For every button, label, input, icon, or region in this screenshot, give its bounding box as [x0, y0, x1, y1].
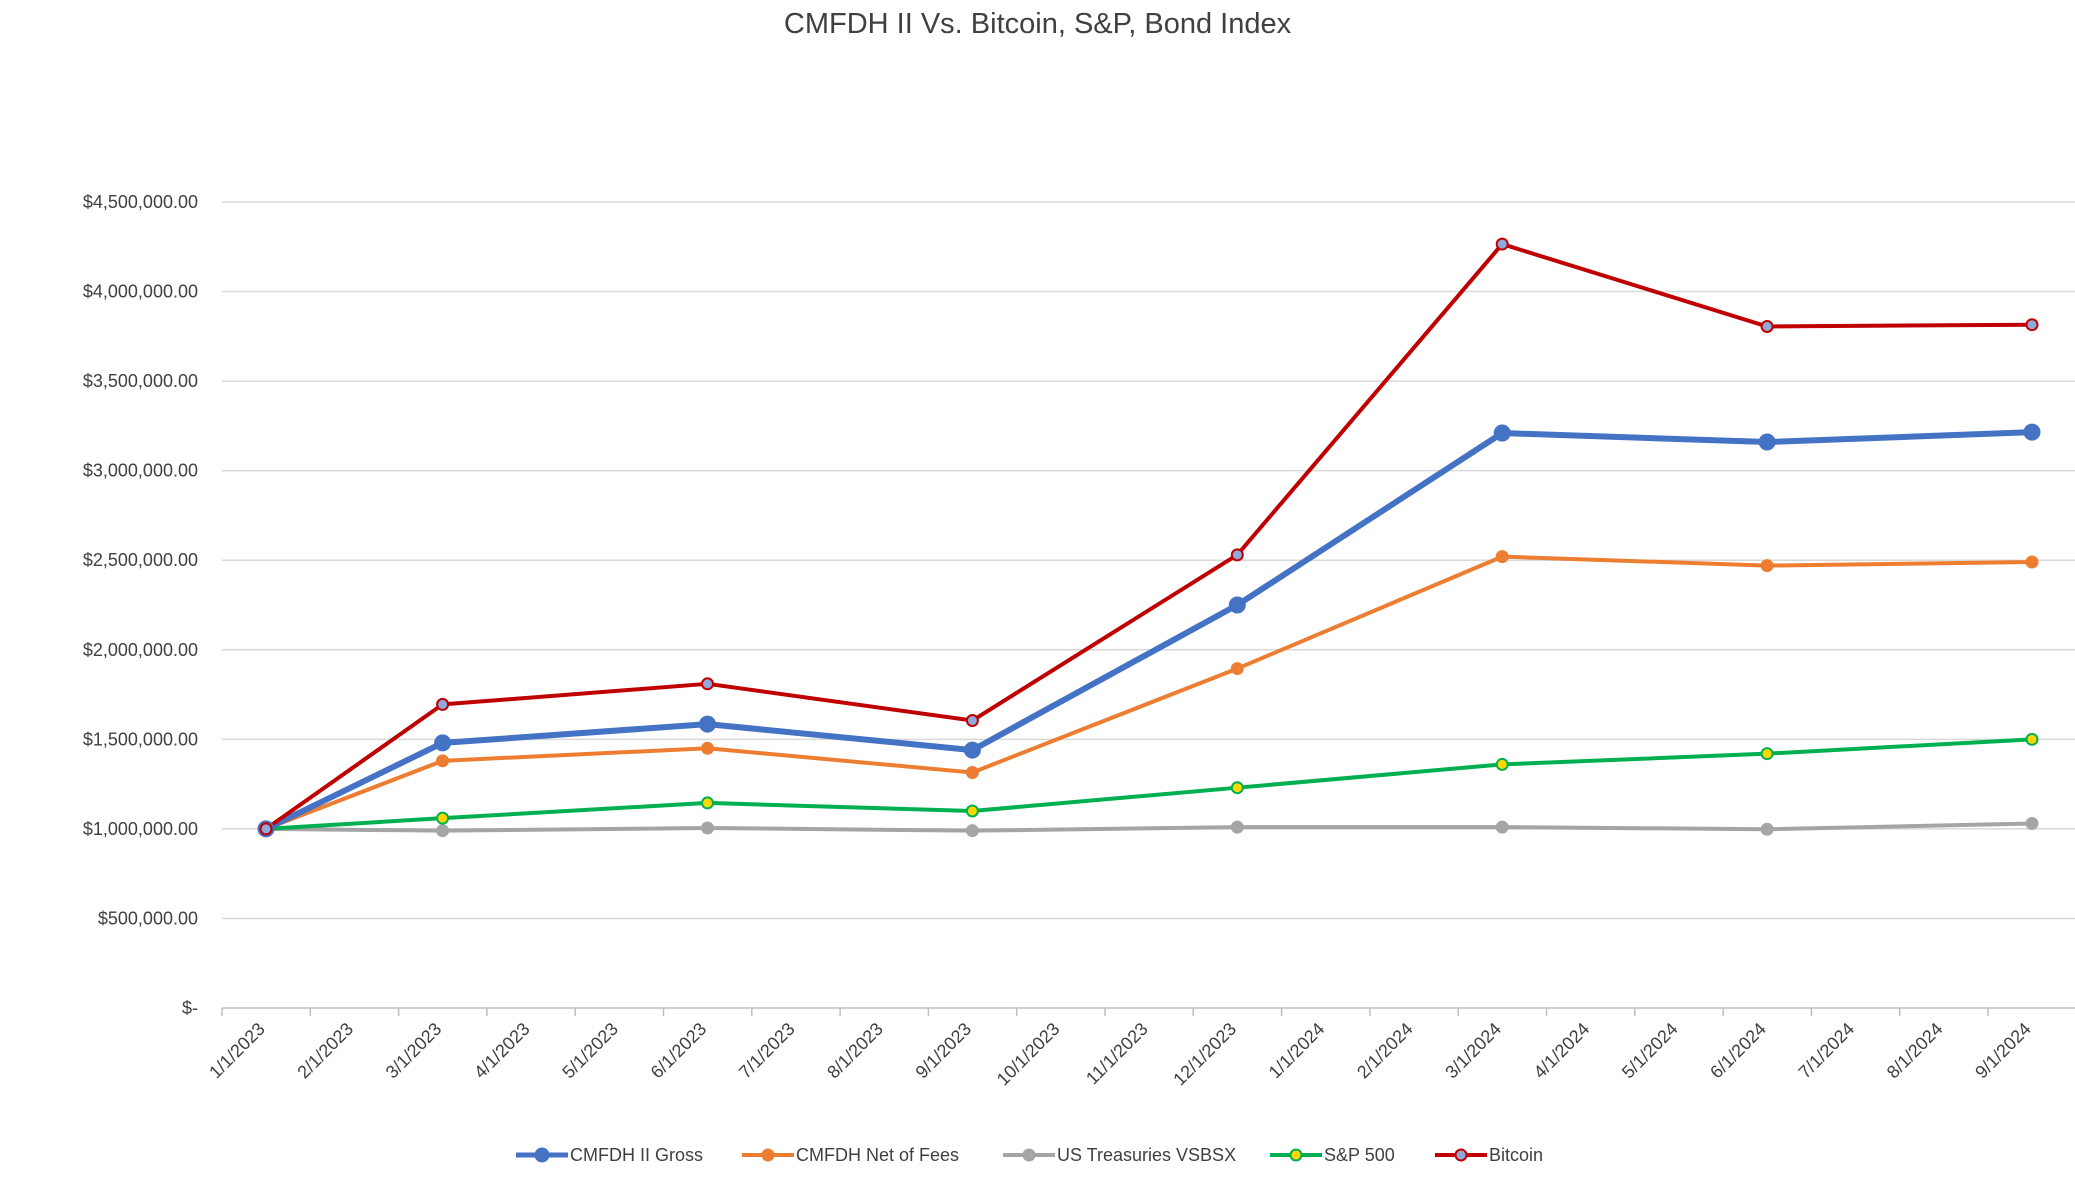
chart-title: CMFDH II Vs. Bitcoin, S&P, Bond Index [783, 8, 1292, 40]
point-cmfdh-net-of-fees-3-1-2024 [1495, 550, 1509, 564]
point-bitcoin-9-1-2023 [965, 714, 979, 728]
legend-label: CMFDH II Gross [570, 1145, 703, 1165]
x-tick-label-6-1-2024: 6/1/2024 [1706, 1019, 1770, 1083]
point-s-p-500-6-1-2023 [701, 796, 714, 810]
point-bitcoin-6-1-2023 [701, 677, 714, 691]
legend-label: CMFDH Net of Fees [796, 1145, 959, 1165]
y-tick-label-0: $- [182, 998, 198, 1018]
series-line-us-treasuries-vsbsx [264, 821, 2034, 833]
legend-swatch-marker [1289, 1148, 1303, 1162]
point-s-p-500-12-1-2023 [1230, 781, 1244, 795]
x-tick-label-1-1-2023: 1/1/2023 [205, 1019, 269, 1083]
legend-swatch-marker [761, 1148, 775, 1162]
legend-swatch-marker [534, 1147, 550, 1163]
y-tick-label-2500000: $2,500,000.00 [83, 550, 198, 570]
x-tick-label-7-1-2024: 7/1/2024 [1795, 1019, 1859, 1083]
point-us-treasuries-vsbsx-3-1-2024 [1495, 820, 1509, 834]
legend-label: S&P 500 [1324, 1145, 1395, 1165]
point-cmfdh-ii-gross-12-1-2023 [1228, 596, 1246, 614]
y-tick-label-4000000: $4,000,000.00 [83, 282, 198, 302]
x-tick-label-11-1-2023: 11/1/2023 [1082, 1019, 1152, 1089]
series-line-s-p-500 [264, 737, 2034, 831]
point-cmfdh-net-of-fees-6-1-2023 [701, 741, 714, 755]
point-cmfdh-ii-gross-3-1-2023 [434, 734, 452, 752]
series-lines [263, 242, 2035, 833]
point-us-treasuries-vsbsx-12-1-2023 [1230, 820, 1244, 834]
x-tick-label-5-1-2024: 5/1/2024 [1618, 1019, 1682, 1083]
y-tick-label-4500000: $4,500,000.00 [83, 192, 198, 212]
x-tick-label-8-1-2024: 8/1/2024 [1883, 1019, 1947, 1083]
x-tick-label-6-1-2023: 6/1/2023 [647, 1019, 711, 1083]
x-axis [221, 1007, 2075, 1016]
legend-item-us-treasuries-vsbsx: US Treasuries VSBSX [1003, 1145, 1236, 1165]
point-s-p-500-9-1-2024 [2025, 732, 2039, 746]
y-tick-label-500000: $500,000.00 [98, 908, 198, 928]
x-tick-label-9-1-2023: 9/1/2023 [912, 1019, 976, 1083]
legend-item-s-p-500: S&P 500 [1270, 1145, 1395, 1165]
series-line-cmfdh-ii-gross [263, 429, 2035, 832]
series-markers [257, 237, 2041, 838]
x-tick-label-10-1-2023: 10/1/2023 [993, 1019, 1064, 1090]
point-bitcoin-9-1-2024 [2025, 318, 2039, 332]
legend-label: Bitcoin [1489, 1145, 1543, 1165]
legend-item-cmfdh-ii-gross: CMFDH II Gross [516, 1145, 703, 1165]
point-s-p-500-6-1-2024 [1760, 747, 1774, 761]
x-tick-label-7-1-2023: 7/1/2023 [735, 1019, 799, 1083]
point-bitcoin-3-1-2024 [1495, 237, 1509, 251]
x-tick-label-2-1-2024: 2/1/2024 [1353, 1019, 1417, 1083]
point-bitcoin-3-1-2023 [436, 697, 450, 711]
point-us-treasuries-vsbsx-9-1-2023 [965, 824, 979, 838]
y-tick-label-3500000: $3,500,000.00 [83, 371, 198, 391]
y-tick-label-1500000: $1,500,000.00 [83, 729, 198, 749]
x-axis-tick-labels: 1/1/2023 2/1/2023 3/1/2023 4/1/2023 5/1/2023… [205, 1019, 2035, 1090]
y-tick-label-2000000: $2,000,000.00 [83, 640, 198, 660]
x-tick-label-3-1-2023: 3/1/2023 [382, 1019, 446, 1083]
y-tick-label-3000000: $3,000,000.00 [83, 461, 198, 481]
point-us-treasuries-vsbsx-6-1-2023 [701, 821, 714, 835]
y-axis-tick-labels: $- $500,000.00 $1,000,000.00 $1,500,000.00 $… [83, 192, 198, 1018]
point-cmfdh-ii-gross-9-1-2024 [2023, 423, 2041, 441]
x-tick-label-1-1-2024: 1/1/2024 [1265, 1019, 1329, 1083]
point-s-p-500-3-1-2024 [1495, 757, 1509, 771]
point-cmfdh-ii-gross-3-1-2024 [1493, 424, 1511, 442]
point-us-treasuries-vsbsx-6-1-2024 [1760, 822, 1774, 836]
x-tick-label-5-1-2023: 5/1/2023 [558, 1019, 622, 1083]
y-tick-label-1000000: $1,000,000.00 [83, 819, 198, 839]
point-cmfdh-net-of-fees-9-1-2024 [2025, 555, 2039, 569]
point-cmfdh-net-of-fees-6-1-2024 [1760, 559, 1774, 573]
point-cmfdh-ii-gross-6-1-2023 [699, 715, 716, 733]
x-tick-label-12-1-2023: 12/1/2023 [1169, 1019, 1240, 1090]
point-cmfdh-net-of-fees-3-1-2023 [436, 754, 450, 768]
point-us-treasuries-vsbsx-3-1-2023 [436, 824, 450, 838]
x-tick-label-4-1-2024: 4/1/2024 [1530, 1019, 1594, 1083]
x-tick-label-3-1-2024: 3/1/2024 [1441, 1019, 1505, 1083]
legend-label: US Treasuries VSBSX [1057, 1145, 1236, 1165]
series-line-cmfdh-net-of-fees [264, 554, 2034, 831]
x-tick-label-2-1-2023: 2/1/2023 [293, 1019, 357, 1083]
x-tick-label-4-1-2023: 4/1/2023 [470, 1019, 534, 1083]
point-us-treasuries-vsbsx-9-1-2024 [2025, 817, 2039, 831]
point-s-p-500-9-1-2023 [965, 804, 979, 818]
point-cmfdh-net-of-fees-9-1-2023 [965, 765, 979, 779]
x-tick-label-8-1-2023: 8/1/2023 [823, 1019, 887, 1083]
point-bitcoin-12-1-2023 [1230, 548, 1244, 562]
gridlines [222, 201, 2075, 920]
point-bitcoin-1-1-2023 [259, 822, 273, 836]
series-line-bitcoin [264, 242, 2034, 831]
legend-item-cmfdh-net-of-fees: CMFDH Net of Fees [742, 1145, 959, 1165]
legend-swatch-marker [1454, 1148, 1468, 1162]
point-bitcoin-6-1-2024 [1760, 319, 1774, 333]
legend: CMFDH II Gross CMFDH Net of Fees US Treasu… [516, 1145, 1543, 1165]
legend-swatch-marker [1022, 1148, 1036, 1162]
point-cmfdh-ii-gross-6-1-2024 [1758, 433, 1776, 451]
point-cmfdh-ii-gross-9-1-2023 [963, 741, 981, 759]
x-tick-label-9-1-2024: 9/1/2024 [1971, 1019, 2035, 1083]
legend-item-bitcoin: Bitcoin [1435, 1145, 1543, 1165]
point-cmfdh-net-of-fees-12-1-2023 [1230, 662, 1244, 676]
point-s-p-500-3-1-2023 [436, 811, 450, 825]
